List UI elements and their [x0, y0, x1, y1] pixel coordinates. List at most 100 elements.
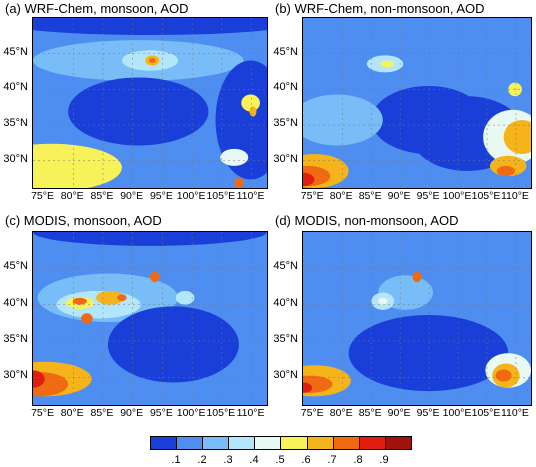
lon-tick-label: 110°E	[500, 407, 529, 419]
lon-tick-label: 75°E	[31, 407, 54, 419]
panel-title-c: (c) MODIS, monsoon, AOD	[5, 213, 162, 228]
panel-title-b: (b) WRF-Chem, non-monsoon, AOD	[275, 1, 485, 16]
lon-tick-label: 80°E	[60, 407, 84, 419]
lon-tick-label: 105°E	[206, 407, 236, 419]
aod-contour-region	[33, 143, 122, 188]
aod-map-b	[302, 17, 532, 189]
aod-contour-region	[33, 232, 267, 246]
aod-contour-region	[150, 271, 160, 283]
colorbar-tick-label: .4	[249, 454, 259, 466]
aod-contour-region	[68, 77, 209, 146]
aod-contour-region	[380, 60, 395, 68]
colorbar-swatch	[359, 437, 386, 449]
lat-tick-label: 35°N	[273, 117, 298, 130]
aod-contour-region	[412, 271, 422, 283]
colorbar-swatch	[151, 437, 178, 449]
colorbar-tick-label: .5	[275, 454, 285, 466]
aod-contour-region	[348, 315, 509, 392]
lon-tick-label: 95°E	[416, 190, 440, 202]
lon-tick-label: 85°E	[90, 190, 114, 202]
lon-tick-label: 90°E	[120, 407, 144, 419]
lon-tick-label: 105°E	[206, 190, 236, 202]
lon-tick-label: 90°E	[387, 190, 411, 202]
aod-contour-region	[175, 290, 195, 305]
lat-tick-label: 30°N	[3, 152, 28, 165]
panel-title-d: (d) MODIS, non-monsoon, AOD	[275, 213, 459, 228]
colorbar-swatch	[177, 437, 204, 449]
aod-contour-region	[220, 148, 249, 166]
lat-tick-label: 45°N	[273, 45, 298, 58]
lon-tick-label: 105°E	[471, 407, 501, 419]
aod-contour-region	[508, 82, 522, 97]
lon-tick-label: 85°E	[358, 407, 382, 419]
lon-tick-label: 100°E	[176, 407, 206, 419]
lat-tick-label: 40°N	[3, 296, 28, 309]
lat-tick-label: 40°N	[273, 81, 298, 94]
lon-tick-label: 95°E	[149, 190, 173, 202]
lat-tick-label: 40°N	[273, 296, 298, 309]
lon-tick-label: 100°E	[176, 190, 206, 202]
lat-tick-label: 35°N	[3, 332, 28, 345]
aod-map-c	[32, 231, 268, 406]
lon-tick-label: 75°E	[31, 190, 54, 202]
lon-tick-label: 90°E	[387, 407, 411, 419]
colorbar-swatch	[281, 437, 308, 449]
aod-map-d	[302, 231, 532, 406]
colorbar-tick-label: .8	[353, 454, 363, 466]
aod-contour-region	[303, 94, 383, 146]
aod-contour-region	[241, 94, 260, 112]
colorbar-swatch	[255, 437, 282, 449]
lon-tick-label: 95°E	[416, 407, 440, 419]
lat-tick-label: 30°N	[3, 369, 28, 382]
lon-tick-label: 90°E	[120, 190, 144, 202]
colorbar-swatch	[307, 437, 334, 449]
colorbar-swatch	[229, 437, 256, 449]
lon-tick-label: 110°E	[236, 190, 265, 202]
lon-tick-label: 80°E	[60, 190, 84, 202]
colorbar	[150, 436, 412, 450]
lat-tick-label: 35°N	[3, 117, 28, 130]
aod-map-a	[32, 17, 268, 189]
lon-tick-label: 80°E	[329, 190, 353, 202]
colorbar-swatch	[203, 437, 230, 449]
lon-tick-label: 75°E	[300, 407, 324, 419]
lon-tick-label: 85°E	[358, 190, 382, 202]
panel-title-a: (a) WRF-Chem, monsoon, AOD	[5, 1, 189, 16]
lon-tick-label: 110°E	[500, 190, 529, 202]
colorbar-tick-label: .3	[223, 454, 233, 466]
aod-contour-region	[72, 297, 87, 305]
aod-contour-region	[80, 313, 93, 324]
lat-tick-label: 35°N	[273, 332, 298, 345]
lon-tick-label: 110°E	[236, 407, 265, 419]
aod-contour-region	[107, 306, 239, 383]
colorbar-tick-label: .7	[327, 454, 337, 466]
aod-contour-region	[117, 294, 127, 302]
aod-contour-region	[234, 177, 244, 188]
lon-tick-label: 80°E	[329, 407, 353, 419]
aod-contour-region	[249, 106, 257, 117]
aod-contour-region	[378, 297, 388, 305]
colorbar-tick-label: .9	[379, 454, 389, 466]
aod-contour-region	[495, 369, 512, 382]
lat-tick-label: 30°N	[273, 369, 298, 382]
colorbar-tick-label: .1	[171, 454, 181, 466]
lon-tick-label: 95°E	[149, 407, 173, 419]
lon-tick-label: 100°E	[442, 407, 472, 419]
aod-contour-region	[33, 18, 267, 35]
lat-tick-label: 30°N	[273, 152, 298, 165]
aod-contour-region	[303, 382, 313, 393]
aod-contour-region	[148, 57, 156, 64]
lon-tick-label: 75°E	[300, 190, 324, 202]
lat-tick-label: 45°N	[3, 260, 28, 273]
lat-tick-label: 40°N	[3, 81, 28, 94]
aod-contour-region	[33, 370, 45, 388]
colorbar-tick-label: .6	[301, 454, 311, 466]
aod-contour-region	[303, 172, 315, 187]
aod-contour-region	[96, 290, 125, 305]
lon-tick-label: 85°E	[90, 407, 114, 419]
colorbar-tick-label: .2	[197, 454, 207, 466]
aod-contour-region	[503, 120, 531, 154]
lat-tick-label: 45°N	[273, 260, 298, 273]
colorbar-swatch	[333, 437, 360, 449]
lon-tick-label: 105°E	[471, 190, 501, 202]
